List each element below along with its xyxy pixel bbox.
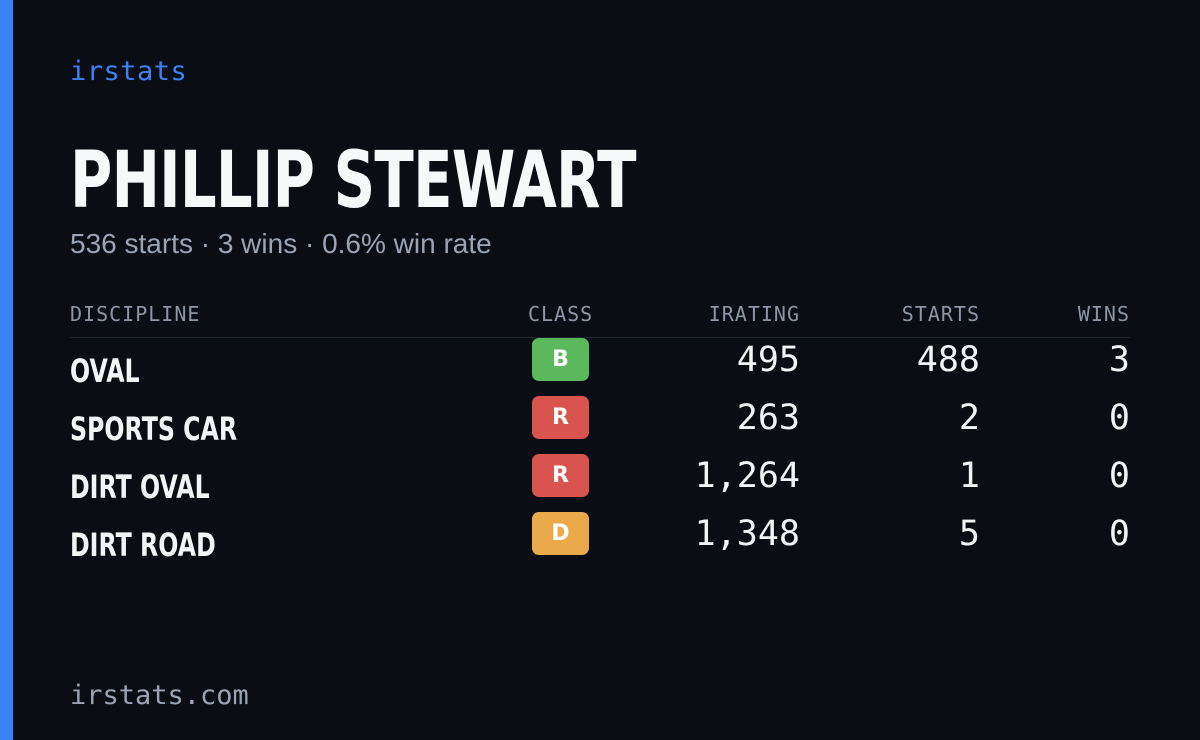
driver-name: PHILLIP STEWART bbox=[70, 136, 637, 226]
discipline-name: SPORTS CAR bbox=[70, 410, 238, 448]
irating-value: 263 bbox=[736, 398, 800, 438]
wins-value: 3 bbox=[1108, 340, 1130, 380]
header-class: CLASS bbox=[528, 302, 594, 326]
wins-value: 0 bbox=[1108, 456, 1130, 496]
stats-table: DISCIPLINE CLASS IRATING STARTS WINS OVA… bbox=[70, 296, 1130, 570]
wins-value: 0 bbox=[1108, 514, 1130, 554]
discipline-name: DIRT OVAL bbox=[70, 468, 210, 506]
class-badge: D bbox=[532, 512, 589, 555]
table-row: DIRT ROAD D 1,348 5 0 bbox=[70, 512, 1130, 570]
starts-value: 2 bbox=[958, 398, 980, 438]
starts-value: 1 bbox=[958, 456, 980, 496]
starts-value: 5 bbox=[958, 514, 980, 554]
irating-value: 1,264 bbox=[694, 456, 800, 496]
class-badge: R bbox=[532, 454, 589, 497]
irating-value: 495 bbox=[736, 340, 800, 380]
table-row: OVAL B 495 488 3 bbox=[70, 338, 1130, 396]
header-wins: WINS bbox=[1077, 302, 1130, 326]
class-badge: B bbox=[532, 338, 589, 381]
class-badge: R bbox=[532, 396, 589, 439]
irating-value: 1,348 bbox=[694, 514, 800, 554]
footer-url: irstats.com bbox=[70, 680, 249, 711]
discipline-name: OVAL bbox=[70, 352, 140, 390]
table-header: DISCIPLINE CLASS IRATING STARTS WINS bbox=[70, 296, 1130, 338]
brand-logo: irstats bbox=[70, 56, 188, 87]
driver-summary: 536 starts · 3 wins · 0.6% win rate bbox=[70, 228, 492, 259]
header-starts: STARTS bbox=[901, 302, 980, 326]
wins-value: 0 bbox=[1108, 398, 1130, 438]
discipline-name: DIRT ROAD bbox=[70, 526, 216, 564]
table-row: SPORTS CAR R 263 2 0 bbox=[70, 396, 1130, 454]
accent-bar bbox=[0, 0, 13, 740]
header-irating: IRATING bbox=[708, 302, 800, 326]
table-row: DIRT OVAL R 1,264 1 0 bbox=[70, 454, 1130, 512]
starts-value: 488 bbox=[916, 340, 980, 380]
header-discipline: DISCIPLINE bbox=[70, 302, 201, 326]
